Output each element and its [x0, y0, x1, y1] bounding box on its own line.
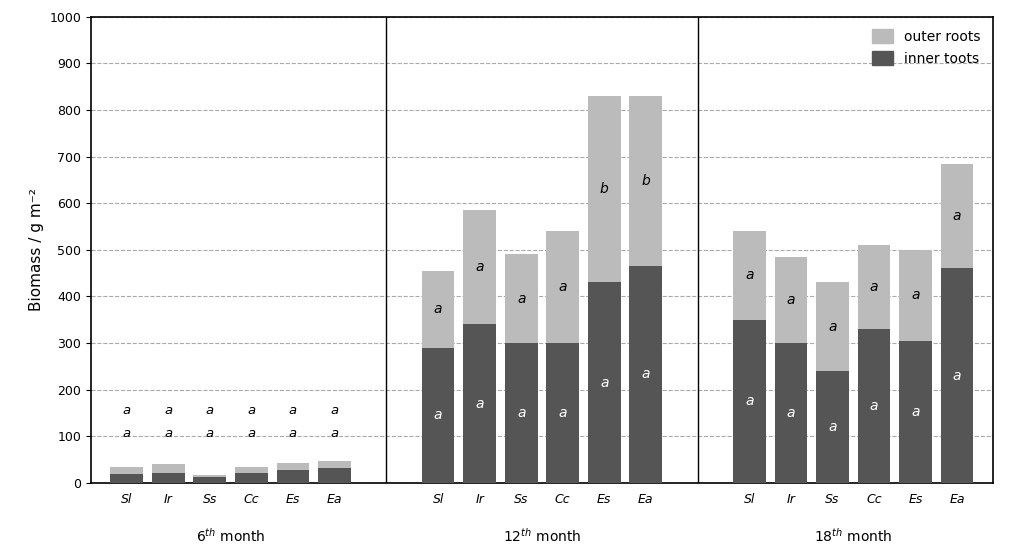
Text: a: a [870, 399, 878, 413]
Bar [463, 210, 496, 324]
Text: a: a [517, 406, 526, 420]
Text: a: a [330, 427, 338, 441]
Bar [277, 470, 309, 483]
Text: a: a [829, 320, 837, 334]
Text: a: a [953, 369, 961, 382]
Text: a: a [787, 293, 795, 307]
Bar [900, 250, 932, 341]
Bar [546, 231, 579, 343]
Bar [858, 329, 890, 483]
Bar [941, 164, 973, 269]
Bar [193, 475, 226, 477]
Text: a: a [475, 397, 484, 411]
Bar [588, 96, 621, 282]
Text: a: a [746, 394, 754, 408]
Bar [775, 257, 807, 343]
Text: a: a [475, 260, 484, 274]
Text: a: a [330, 404, 338, 417]
Text: a: a [829, 420, 837, 434]
Bar [421, 271, 455, 347]
Text: a: a [558, 406, 567, 420]
Text: a: a [164, 404, 172, 417]
Text: a: a [912, 405, 920, 419]
Bar [193, 477, 226, 483]
Text: a: a [434, 302, 443, 316]
Bar [504, 343, 538, 483]
Text: a: a [953, 209, 961, 223]
Bar [152, 464, 184, 473]
Bar [318, 468, 350, 483]
Text: 6$^{th}$ month: 6$^{th}$ month [196, 527, 265, 545]
Text: a: a [787, 406, 795, 420]
Bar [152, 473, 184, 483]
Text: a: a [434, 408, 443, 422]
Bar [110, 467, 143, 473]
Bar [504, 254, 538, 343]
Bar [733, 231, 766, 320]
Text: a: a [746, 269, 754, 282]
Text: a: a [289, 427, 297, 441]
Text: 18$^{th}$ month: 18$^{th}$ month [814, 527, 892, 545]
Bar [463, 324, 496, 483]
Bar [900, 341, 932, 483]
Bar [588, 282, 621, 483]
Y-axis label: Biomass / g m⁻²: Biomass / g m⁻² [29, 188, 44, 311]
Text: a: a [123, 404, 131, 417]
Bar [318, 461, 350, 468]
Text: a: a [123, 427, 131, 441]
Text: a: a [870, 280, 878, 294]
Text: a: a [164, 427, 172, 441]
Bar [858, 245, 890, 329]
Text: a: a [206, 427, 214, 441]
Text: a: a [912, 288, 920, 302]
Text: a: a [517, 292, 526, 306]
Bar [775, 343, 807, 483]
Bar [110, 473, 143, 483]
Bar [277, 463, 309, 470]
Bar [733, 320, 766, 483]
Text: a: a [247, 404, 255, 417]
Text: a: a [247, 427, 255, 441]
Bar [629, 266, 663, 483]
Bar [816, 371, 849, 483]
Text: b: b [641, 174, 650, 188]
Text: b: b [600, 182, 609, 196]
Bar [235, 467, 267, 473]
Legend: outer roots, inner toots: outer roots, inner toots [866, 24, 986, 71]
Text: a: a [558, 280, 567, 294]
Text: a: a [600, 376, 609, 390]
Bar [546, 343, 579, 483]
Bar [235, 473, 267, 483]
Bar [941, 269, 973, 483]
Text: a: a [206, 404, 214, 417]
Bar [629, 96, 663, 266]
Text: a: a [641, 367, 650, 381]
Text: a: a [289, 404, 297, 417]
Bar [816, 282, 849, 371]
Bar [421, 347, 455, 483]
Text: 12$^{th}$ month: 12$^{th}$ month [502, 527, 581, 545]
